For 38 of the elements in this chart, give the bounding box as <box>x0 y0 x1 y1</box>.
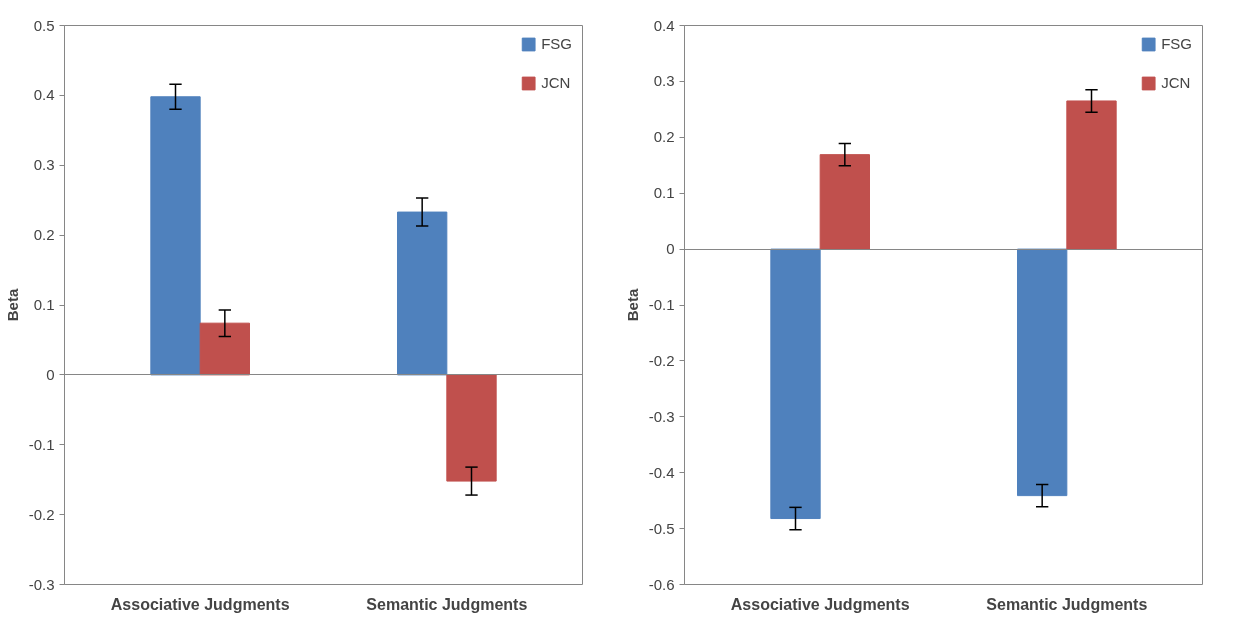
y-tick-label: 0.3 <box>653 72 675 90</box>
y-tick-label: 0.3 <box>33 156 55 174</box>
y-tick-label: -0.3 <box>648 407 675 425</box>
bar <box>819 154 870 250</box>
y-tick-label: 0.2 <box>653 128 675 146</box>
bar <box>1017 248 1068 497</box>
legend-label: FSG <box>1161 35 1192 52</box>
bar <box>1066 100 1117 250</box>
bar <box>150 96 201 376</box>
y-tick-label: -0.3 <box>28 575 55 593</box>
legend-label: JCN <box>541 74 571 91</box>
x-tick-label: Semantic Judgments <box>986 595 1148 613</box>
y-tick-label: -0.4 <box>648 463 675 481</box>
y-tick-label: -0.5 <box>648 519 675 537</box>
y-tick-label: 0 <box>666 240 675 258</box>
legend-label: FSG <box>541 35 572 52</box>
y-tick-label: -0.1 <box>648 296 675 313</box>
y-tick-label: -0.2 <box>28 505 55 523</box>
bar <box>770 248 821 520</box>
y-axis-title: Beta <box>623 288 641 322</box>
bar <box>397 211 448 376</box>
y-tick-label: -0.2 <box>648 351 675 369</box>
x-tick-label: Associative Judgments <box>730 595 910 613</box>
y-tick-label: 0.1 <box>33 296 55 313</box>
y-tick-label: 0 <box>46 365 55 383</box>
y-tick-label: 0.5 <box>33 16 55 34</box>
y-tick-label: -0.6 <box>648 575 675 593</box>
y-tick-label: -0.1 <box>28 435 55 453</box>
y-tick-label: 0.2 <box>33 226 55 244</box>
y-axis-title: Beta <box>3 288 21 322</box>
legend-label: JCN <box>1161 74 1191 91</box>
y-tick-label: 0.4 <box>33 86 55 104</box>
y-tick-label: 0.4 <box>653 16 675 34</box>
x-tick-label: Associative Judgments <box>110 595 290 613</box>
bar <box>446 374 497 482</box>
x-tick-label: Semantic Judgments <box>366 595 528 613</box>
bar <box>199 322 250 376</box>
y-tick-label: 0.1 <box>653 184 675 202</box>
